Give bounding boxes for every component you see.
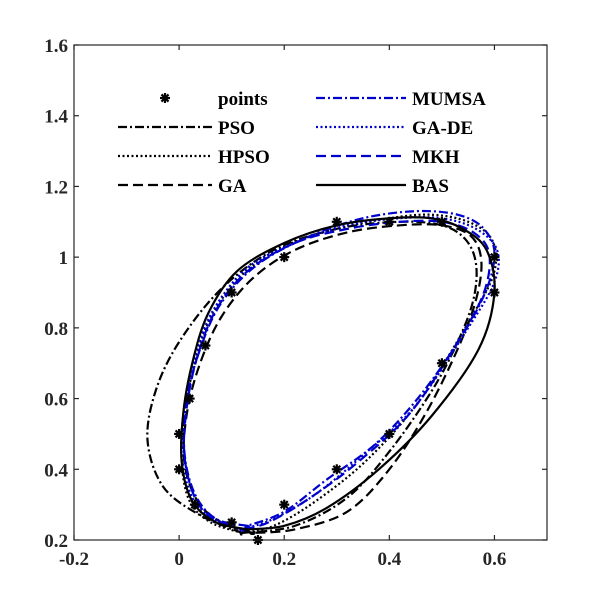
x-tick-label: -0.2 bbox=[59, 549, 89, 570]
series-line-mumsa bbox=[182, 209, 496, 529]
data-point bbox=[226, 287, 237, 298]
data-point bbox=[384, 428, 395, 439]
plot-area bbox=[74, 45, 547, 540]
axes-box bbox=[73, 44, 548, 541]
legend-label: MUMSA bbox=[412, 89, 486, 110]
legend-label: GA bbox=[218, 176, 247, 197]
data-point bbox=[279, 499, 290, 510]
legend: points PSO HPSO GA MUMSA GA-DE MKH BAS bbox=[118, 89, 486, 197]
legend-marker bbox=[160, 93, 170, 103]
x-tick-label: 0 bbox=[174, 549, 184, 570]
legend-entry-mumsa: MUMSA bbox=[316, 89, 486, 110]
data-point bbox=[174, 428, 185, 439]
legend-entry-mkh: MKH bbox=[316, 147, 460, 168]
legend-entry-pso: PSO bbox=[118, 118, 255, 139]
legend-label: PSO bbox=[218, 118, 255, 139]
y-tick-label: 1.4 bbox=[44, 107, 68, 128]
data-point bbox=[384, 216, 395, 227]
x-tick-label: 0.6 bbox=[483, 549, 507, 570]
legend-label: GA-DE bbox=[412, 118, 473, 139]
legend-label: BAS bbox=[412, 176, 449, 197]
x-tick-label: 0.2 bbox=[272, 549, 296, 570]
legend-entry-bas: BAS bbox=[316, 176, 449, 197]
data-point bbox=[174, 464, 185, 475]
y-tick-label: 0.4 bbox=[44, 460, 68, 481]
data-point bbox=[189, 499, 200, 510]
legend-entry-ga: GA bbox=[118, 176, 247, 197]
data-point bbox=[489, 287, 500, 298]
y-tick-label: 0.8 bbox=[44, 319, 68, 340]
series-line-ga-de bbox=[180, 216, 500, 532]
data-point bbox=[279, 252, 290, 263]
legend-entry-points: points bbox=[160, 89, 268, 110]
y-tick-label: 0.6 bbox=[44, 390, 68, 411]
series-line-mkh bbox=[182, 219, 491, 532]
x-tick-label: 0.4 bbox=[377, 549, 401, 570]
legend-label: points bbox=[218, 89, 268, 110]
y-tick-label: 1.2 bbox=[44, 177, 68, 198]
legend-label: HPSO bbox=[218, 147, 270, 168]
data-point bbox=[200, 340, 211, 351]
legend-label: MKH bbox=[412, 147, 460, 168]
series-line-ga bbox=[182, 223, 483, 535]
legend-entry-ga-de: GA-DE bbox=[316, 118, 473, 139]
data-point bbox=[226, 517, 237, 528]
y-tick-label: 1.6 bbox=[44, 36, 68, 57]
axes-layer: -0.2 0 0.2 0.4 0.6 0.2 0.4 0.6 0.8 1 1.2 1.4 1.6 bbox=[44, 36, 548, 570]
y-tick-label: 1 bbox=[59, 248, 69, 269]
legend-entry-hpso: HPSO bbox=[118, 147, 270, 168]
data-point bbox=[436, 216, 447, 227]
data-point bbox=[489, 252, 500, 263]
data-point bbox=[331, 464, 342, 475]
data-point bbox=[184, 393, 195, 404]
data-point bbox=[331, 216, 342, 227]
data-point bbox=[436, 358, 447, 369]
y-tick-label: 0.2 bbox=[44, 531, 68, 552]
